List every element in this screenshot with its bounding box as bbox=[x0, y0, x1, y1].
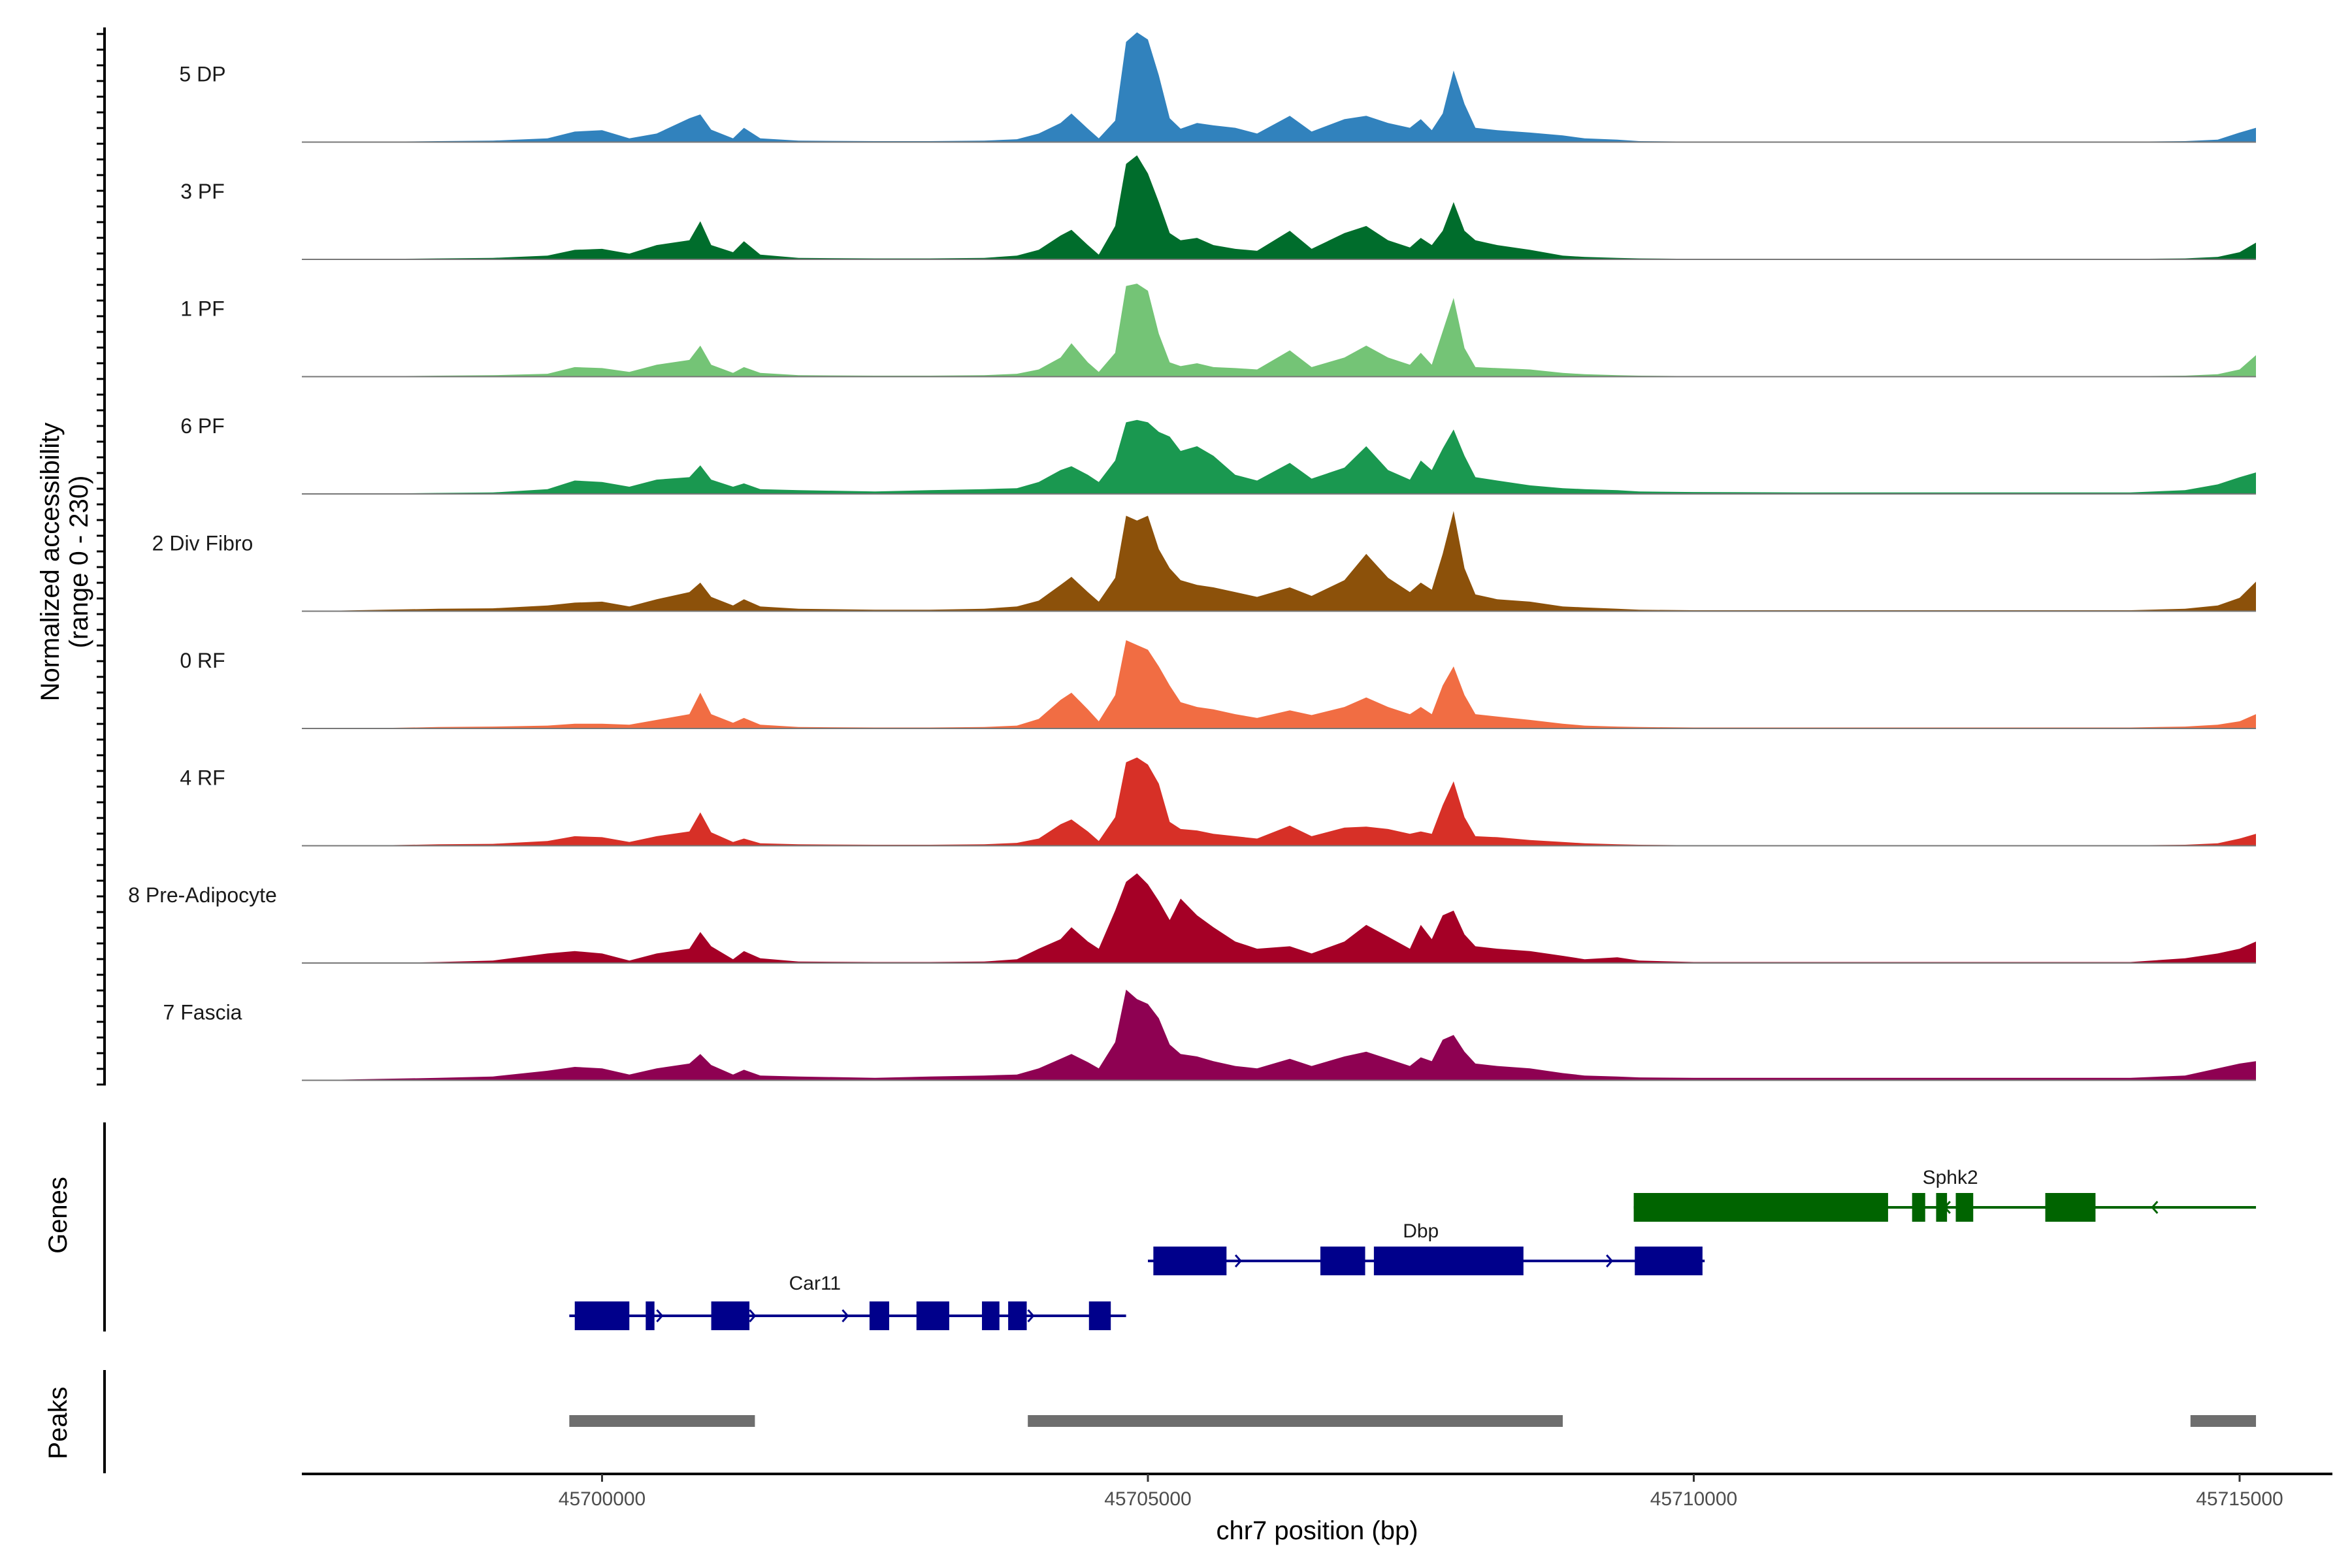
gene-exon bbox=[711, 1301, 750, 1330]
y-axis-title: Normalized accessibility (range 0 - 230) bbox=[36, 423, 93, 702]
gene-exon bbox=[1955, 1193, 1974, 1222]
x-axis-ticks: 45700000 45705000 45710000 45715000 bbox=[559, 1474, 2283, 1510]
gene-exon bbox=[1936, 1193, 1948, 1222]
strand-arrow bbox=[656, 1309, 664, 1322]
track-1-pf: 1 PF bbox=[180, 284, 2257, 378]
track-label: 5 DP bbox=[179, 63, 225, 86]
gene-car11: Car11 bbox=[569, 1273, 1126, 1330]
coverage-area bbox=[302, 640, 2256, 728]
gene-exon bbox=[1635, 1247, 1703, 1275]
gene-exon bbox=[916, 1301, 949, 1330]
y-axis-title-line1: Normalized accessibility bbox=[36, 423, 65, 702]
gene-exon bbox=[1373, 1247, 1524, 1275]
track-label: 7 Fascia bbox=[163, 1001, 242, 1024]
peak-bar bbox=[569, 1415, 755, 1427]
coverage-area bbox=[302, 757, 2256, 846]
coverage-tracks: 5 DP 3 PF 1 PF 6 PF 2 Div Fibro 0 RF 4 RF 8 Pre… bbox=[128, 32, 2257, 1081]
x-tick-label: 45700000 bbox=[559, 1488, 645, 1510]
gene-label: Sphk2 bbox=[1923, 1167, 1978, 1188]
track-label: 6 PF bbox=[180, 414, 225, 438]
coverage-area bbox=[302, 155, 2256, 259]
peak-bar bbox=[1028, 1415, 1563, 1427]
track-6-pf: 6 PF bbox=[180, 414, 2257, 495]
strand-arrow bbox=[841, 1309, 849, 1322]
strand-arrow bbox=[1606, 1254, 1614, 1267]
track-2-div-fibro: 2 Div Fibro bbox=[152, 511, 2257, 612]
gene-exon bbox=[982, 1301, 1000, 1330]
track-label: 0 RF bbox=[180, 649, 225, 672]
x-axis-title: chr7 position (bp) bbox=[1216, 1516, 1418, 1545]
gene-exon bbox=[1088, 1301, 1111, 1330]
peaks-track-title: Peaks bbox=[44, 1386, 73, 1459]
peak-regions bbox=[569, 1415, 2257, 1427]
track-label: 4 RF bbox=[180, 766, 225, 790]
gene-exon bbox=[1633, 1193, 1888, 1222]
track-5-dp: 5 DP bbox=[179, 32, 2257, 143]
gene-exon bbox=[1008, 1301, 1027, 1330]
strand-arrow bbox=[1027, 1309, 1035, 1322]
gene-exon bbox=[1912, 1193, 1925, 1222]
gene-exon bbox=[1320, 1247, 1365, 1275]
track-label: 3 PF bbox=[180, 180, 225, 203]
coverage-area bbox=[302, 419, 2256, 494]
x-tick-label: 45705000 bbox=[1104, 1488, 1191, 1510]
gene-sphk2: Sphk2 bbox=[1633, 1167, 2257, 1222]
coverage-area bbox=[302, 284, 2256, 377]
y-axis-title-line2: (range 0 - 230) bbox=[65, 476, 93, 649]
x-tick-label: 45710000 bbox=[1650, 1488, 1737, 1510]
gene-annotations: Car11 Dbp Sphk2 bbox=[569, 1167, 2257, 1330]
strand-arrow bbox=[749, 1309, 757, 1322]
genes-track-title: Genes bbox=[44, 1177, 73, 1254]
coverage-area bbox=[302, 511, 2256, 612]
track-4-rf: 4 RF bbox=[180, 757, 2257, 847]
coverage-area bbox=[302, 32, 2256, 142]
coverage-y-axis bbox=[97, 27, 106, 1086]
track-8-pre-adipocyte: 8 Pre-Adipocyte bbox=[128, 873, 2257, 964]
track-label: 2 Div Fibro bbox=[152, 532, 253, 555]
track-3-pf: 3 PF bbox=[180, 155, 2257, 260]
coverage-area bbox=[302, 873, 2256, 963]
peak-bar bbox=[2190, 1415, 2257, 1427]
gene-exon bbox=[2045, 1193, 2096, 1222]
gene-exon bbox=[1153, 1247, 1227, 1275]
strand-arrow bbox=[2151, 1201, 2159, 1214]
gene-exon bbox=[574, 1301, 630, 1330]
track-0-rf: 0 RF bbox=[180, 640, 2257, 729]
track-label: 1 PF bbox=[180, 297, 225, 321]
coverage-area bbox=[302, 989, 2256, 1081]
gene-exon bbox=[869, 1301, 889, 1330]
strand-arrow bbox=[1234, 1254, 1243, 1267]
gene-label: Car11 bbox=[789, 1273, 841, 1294]
gene-dbp: Dbp bbox=[1148, 1220, 1705, 1275]
track-7-fascia: 7 Fascia bbox=[163, 989, 2257, 1081]
gene-label: Dbp bbox=[1403, 1220, 1439, 1242]
gene-exon bbox=[645, 1301, 655, 1330]
x-tick-label: 45715000 bbox=[2196, 1488, 2283, 1510]
track-label: 8 Pre-Adipocyte bbox=[128, 883, 277, 907]
